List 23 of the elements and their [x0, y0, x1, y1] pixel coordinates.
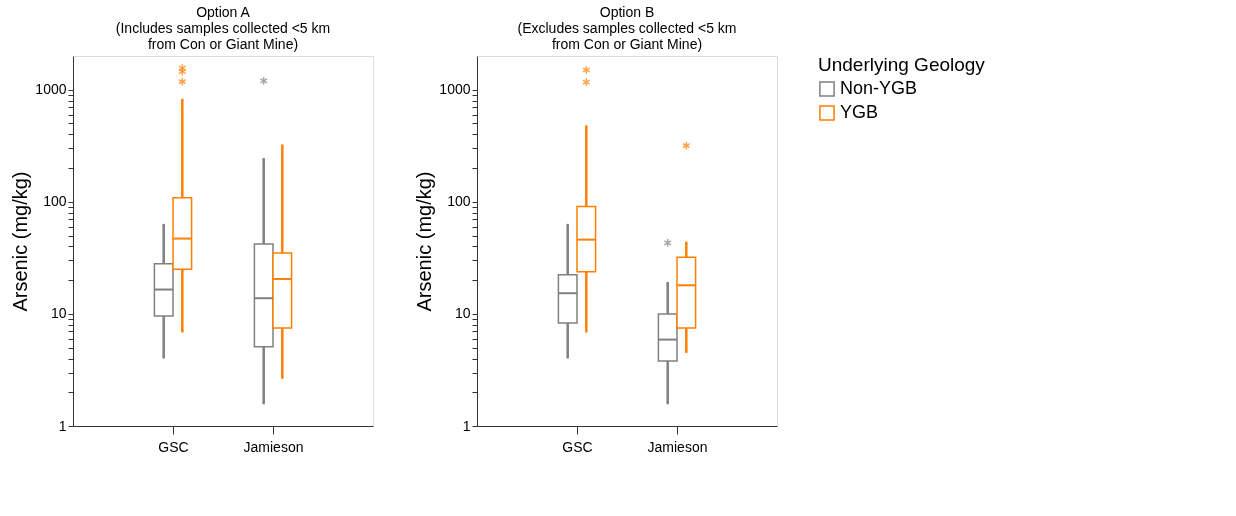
y-tick-label: 1 [462, 417, 471, 434]
legend-label: Non-YGB [840, 78, 918, 98]
x-tick-label: Jamieson [243, 438, 304, 455]
y-tick-label: 1 [58, 417, 67, 434]
text: (Includes samples collected <5 km [115, 20, 331, 36]
legend-title: Underlying Geology [818, 54, 986, 75]
x-tick-label: Jamieson [647, 438, 708, 455]
y-tick-label: 10 [50, 305, 67, 322]
y-axis-title: Arsenic (mg/kg) [9, 171, 32, 312]
y-tick-label: 1000 [35, 81, 67, 98]
y-tick-label: 1000 [439, 81, 471, 98]
y-tick-label: 10 [454, 305, 471, 322]
text: Option A [196, 4, 250, 20]
text: Option B [599, 4, 655, 20]
y-tick-label: 100 [447, 193, 471, 210]
text: (Excludes samples collected <5 km [517, 20, 737, 36]
text: from Con or Giant Mine) [147, 36, 299, 52]
x-tick-label: GSC [158, 438, 189, 455]
y-axis-title: Arsenic (mg/kg) [413, 171, 436, 312]
legend-label: YGB [840, 102, 879, 122]
text: from Con or Giant Mine) [551, 36, 703, 52]
y-tick-label: 100 [43, 193, 67, 210]
x-tick-label: GSC [562, 438, 593, 455]
